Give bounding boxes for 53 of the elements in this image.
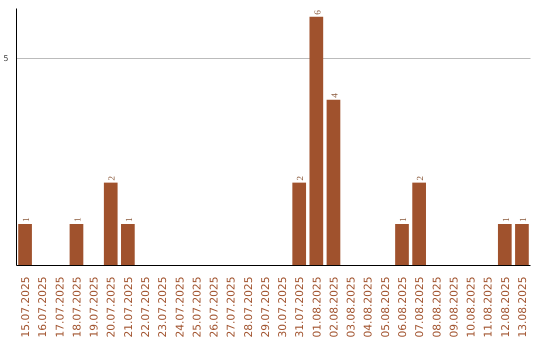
bar	[292, 182, 306, 266]
x-tick-label: 18.07.2025	[70, 276, 84, 338]
x-tick-label: 27.07.2025	[224, 276, 238, 338]
x-tick-label: 19.07.2025	[88, 276, 101, 338]
y-tick-label: 5	[3, 54, 9, 64]
data-label: 4	[330, 92, 340, 98]
data-label: 1	[518, 217, 529, 222]
bar	[515, 224, 529, 266]
x-tick-label: 30.07.2025	[276, 276, 290, 338]
x-tick-label: 31.07.2025	[293, 276, 306, 338]
data-label: 2	[296, 176, 306, 181]
x-tick-label: 01.08.2025	[310, 276, 324, 338]
x-tick-label: 28.07.2025	[242, 276, 255, 338]
x-tick-label: 03.08.2025	[344, 276, 358, 338]
bar	[326, 100, 340, 266]
x-tick-label: 02.08.2025	[327, 276, 340, 338]
data-label: 6	[313, 10, 324, 15]
bar	[309, 16, 324, 266]
x-tick-label: 16.07.2025	[36, 276, 50, 338]
x-tick-label: 07.08.2025	[413, 276, 426, 338]
data-label: 2	[416, 176, 426, 181]
x-tick-label: 10.08.2025	[464, 276, 478, 338]
bar	[498, 224, 512, 266]
data-label: 1	[124, 217, 135, 222]
data-label: 1	[502, 217, 512, 222]
data-label: 1	[399, 217, 409, 222]
x-tick-label: 15.07.2025	[19, 276, 32, 338]
x-tick-label: 23.07.2025	[156, 276, 170, 338]
x-tick-label: 20.07.2025	[104, 276, 118, 338]
bar	[412, 182, 426, 266]
bar	[121, 224, 135, 266]
data-label: 2	[108, 176, 118, 181]
x-tick-label: 24.07.2025	[173, 276, 186, 338]
x-tick-label: 13.08.2025	[516, 276, 529, 338]
x-tick-label: 21.07.2025	[122, 276, 135, 338]
x-tick-label: 08.08.2025	[430, 276, 444, 338]
x-tick-label: 26.07.2025	[208, 276, 221, 338]
x-tick-label: 17.07.2025	[53, 276, 66, 338]
x-tick-label: 04.08.2025	[362, 276, 375, 338]
bar	[395, 224, 409, 266]
x-tick-label: 25.07.2025	[190, 276, 204, 338]
bar	[104, 182, 118, 266]
x-tick-label: 06.08.2025	[396, 276, 409, 338]
data-label: 1	[22, 217, 32, 222]
x-tick-label: 29.07.2025	[258, 276, 272, 338]
bar	[18, 224, 32, 266]
x-tick-label: 22.07.2025	[139, 276, 152, 338]
x-tick-label: 05.08.2025	[378, 276, 392, 338]
x-tick-label: 11.08.2025	[482, 276, 495, 338]
bar	[70, 224, 84, 266]
x-tick-label: 09.08.2025	[447, 276, 460, 338]
data-label: 1	[73, 217, 84, 222]
x-tick-label: 12.08.2025	[498, 276, 512, 338]
